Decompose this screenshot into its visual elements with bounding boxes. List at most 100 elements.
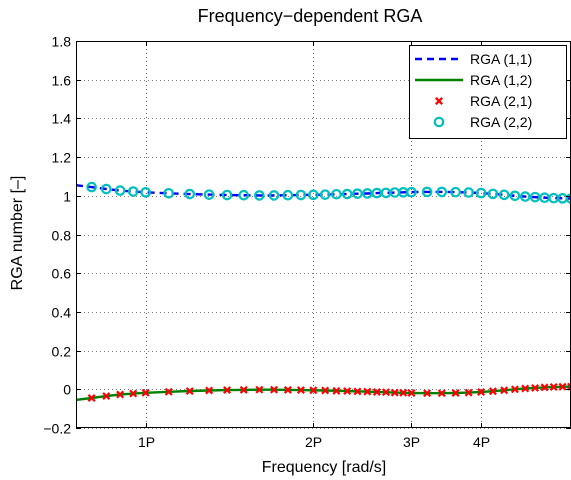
point-rga-2-1 [372,388,381,396]
legend-label: RGA (1,2) [470,72,532,88]
y-axis-label: RGA number [–] [9,176,26,291]
point-rga-2-2 [163,187,174,199]
point-rga-2-1 [296,386,305,395]
point-rga-2-2 [127,186,139,197]
point-rga-2-2 [86,181,97,193]
point-rga-2-1 [343,387,352,396]
point-rga-2-2 [406,186,417,198]
point-rga-2-1 [332,386,341,395]
point-rga-2-1 [270,385,279,394]
point-rga-2-2 [529,191,541,203]
point-rga-2-2 [341,188,353,200]
point-rga-2-2 [254,190,265,201]
y-tick-label: 0.8 [52,228,72,244]
point-rga-2-1 [407,388,416,397]
point-rga-2-1 [423,389,432,398]
series-layer [75,181,571,402]
point-rga-2-1 [223,386,232,395]
y-tick-label: 1 [63,189,71,205]
point-rga-2-1 [321,386,330,395]
point-rga-2-1 [164,387,173,396]
point-rga-2-1 [437,389,446,398]
point-rga-2-1 [141,388,150,397]
series-rga-2-2 [86,181,571,204]
legend-entry-rga-2-2: RGA (2,2) [433,114,532,130]
point-rga-2-1 [558,382,567,391]
line-rga-1-2 [75,385,571,402]
x-axis-label: Frequency [rad/s] [262,459,387,476]
point-rga-2-2 [140,187,151,198]
point-rga-2-2 [331,188,342,200]
legend-entry-rga-2-1: RGA (2,1) [435,93,532,109]
x-tick-label: 2P [305,434,322,450]
point-rga-2-2 [114,185,126,196]
point-rga-2-2 [509,190,521,202]
point-rga-2-2 [203,189,215,200]
point-rga-2-1 [239,385,248,394]
y-tick-label: 0.4 [52,305,72,321]
chart-title: Frequency−dependent RGA [198,6,423,26]
point-rga-2-2 [421,186,433,198]
point-rga-2-2 [319,189,331,200]
y-tick-label: 1.8 [52,34,72,50]
point-rga-2-1 [87,394,96,402]
series-rga-2-1 [87,382,571,402]
point-rga-2-1 [390,388,399,397]
point-rga-2-2 [295,189,307,201]
y-tick-label: 1.2 [52,150,72,166]
series-rga-1-2 [75,385,571,402]
point-rga-2-2 [450,186,461,198]
x-tick-label: 1P [138,434,155,450]
x-tick-label: 3P [403,434,420,450]
point-rga-2-2 [100,183,112,195]
point-rga-2-1 [477,388,486,396]
legend-label: RGA (2,2) [470,114,532,130]
point-rga-2-1 [540,383,549,392]
point-rga-2-2 [487,188,499,200]
point-rga-2-1 [451,388,460,397]
point-rga-2-1 [363,387,372,396]
legend-label: RGA (2,1) [470,93,532,109]
point-rga-2-2 [184,188,196,200]
point-rga-2-1 [102,392,111,401]
point-rga-2-1 [353,387,362,396]
point-rga-2-2 [436,186,448,198]
y-tick-label: 1.4 [52,111,72,127]
point-rga-2-1 [521,384,530,393]
legend-swatch [433,116,445,128]
point-rga-2-1 [464,388,473,397]
legend: RGA (1,1) RGA (1,2) RGA (2,1) RGA (2,2) [409,45,567,139]
point-rga-2-2 [519,191,531,202]
series-rga-1-1 [75,184,571,200]
y-tick-label: 1.6 [52,73,72,89]
point-rga-2-2 [268,190,280,201]
point-rga-2-2 [475,187,487,199]
y-tick-label: 0 [63,382,71,398]
point-rga-2-1 [283,385,292,394]
legend-entry-rga-1-1: RGA (1,1) [415,51,532,67]
ticks: −0.2 0 0.2 0.4 0.6 0.8 1 1.2 1.4 1.6 1.8 1P 2P 3P 4P [43,34,571,450]
line-rga-1-1 [75,184,571,200]
point-rga-2-1 [205,386,214,395]
y-tick-label: 0.6 [52,266,72,282]
y-tick-label: 0.2 [52,344,72,360]
point-rga-2-1 [500,386,509,395]
point-rga-2-1 [488,387,497,396]
point-rga-2-1 [255,385,264,394]
point-rga-2-2 [498,189,510,201]
point-rga-2-1 [531,383,540,392]
point-rga-2-1 [549,383,558,391]
point-rga-2-1 [567,382,571,391]
point-rga-2-2 [352,188,363,199]
point-rga-2-1 [381,388,390,397]
point-rga-2-2 [308,189,319,201]
point-rga-2-1 [129,389,138,398]
point-rga-2-2 [238,189,250,201]
point-rga-2-1 [309,386,318,395]
legend-label: RGA (1,1) [470,51,532,67]
point-rga-2-2 [221,189,233,201]
point-rga-2-1 [399,388,408,397]
point-rga-2-1 [116,390,125,399]
y-tick-label: −0.2 [43,421,71,437]
